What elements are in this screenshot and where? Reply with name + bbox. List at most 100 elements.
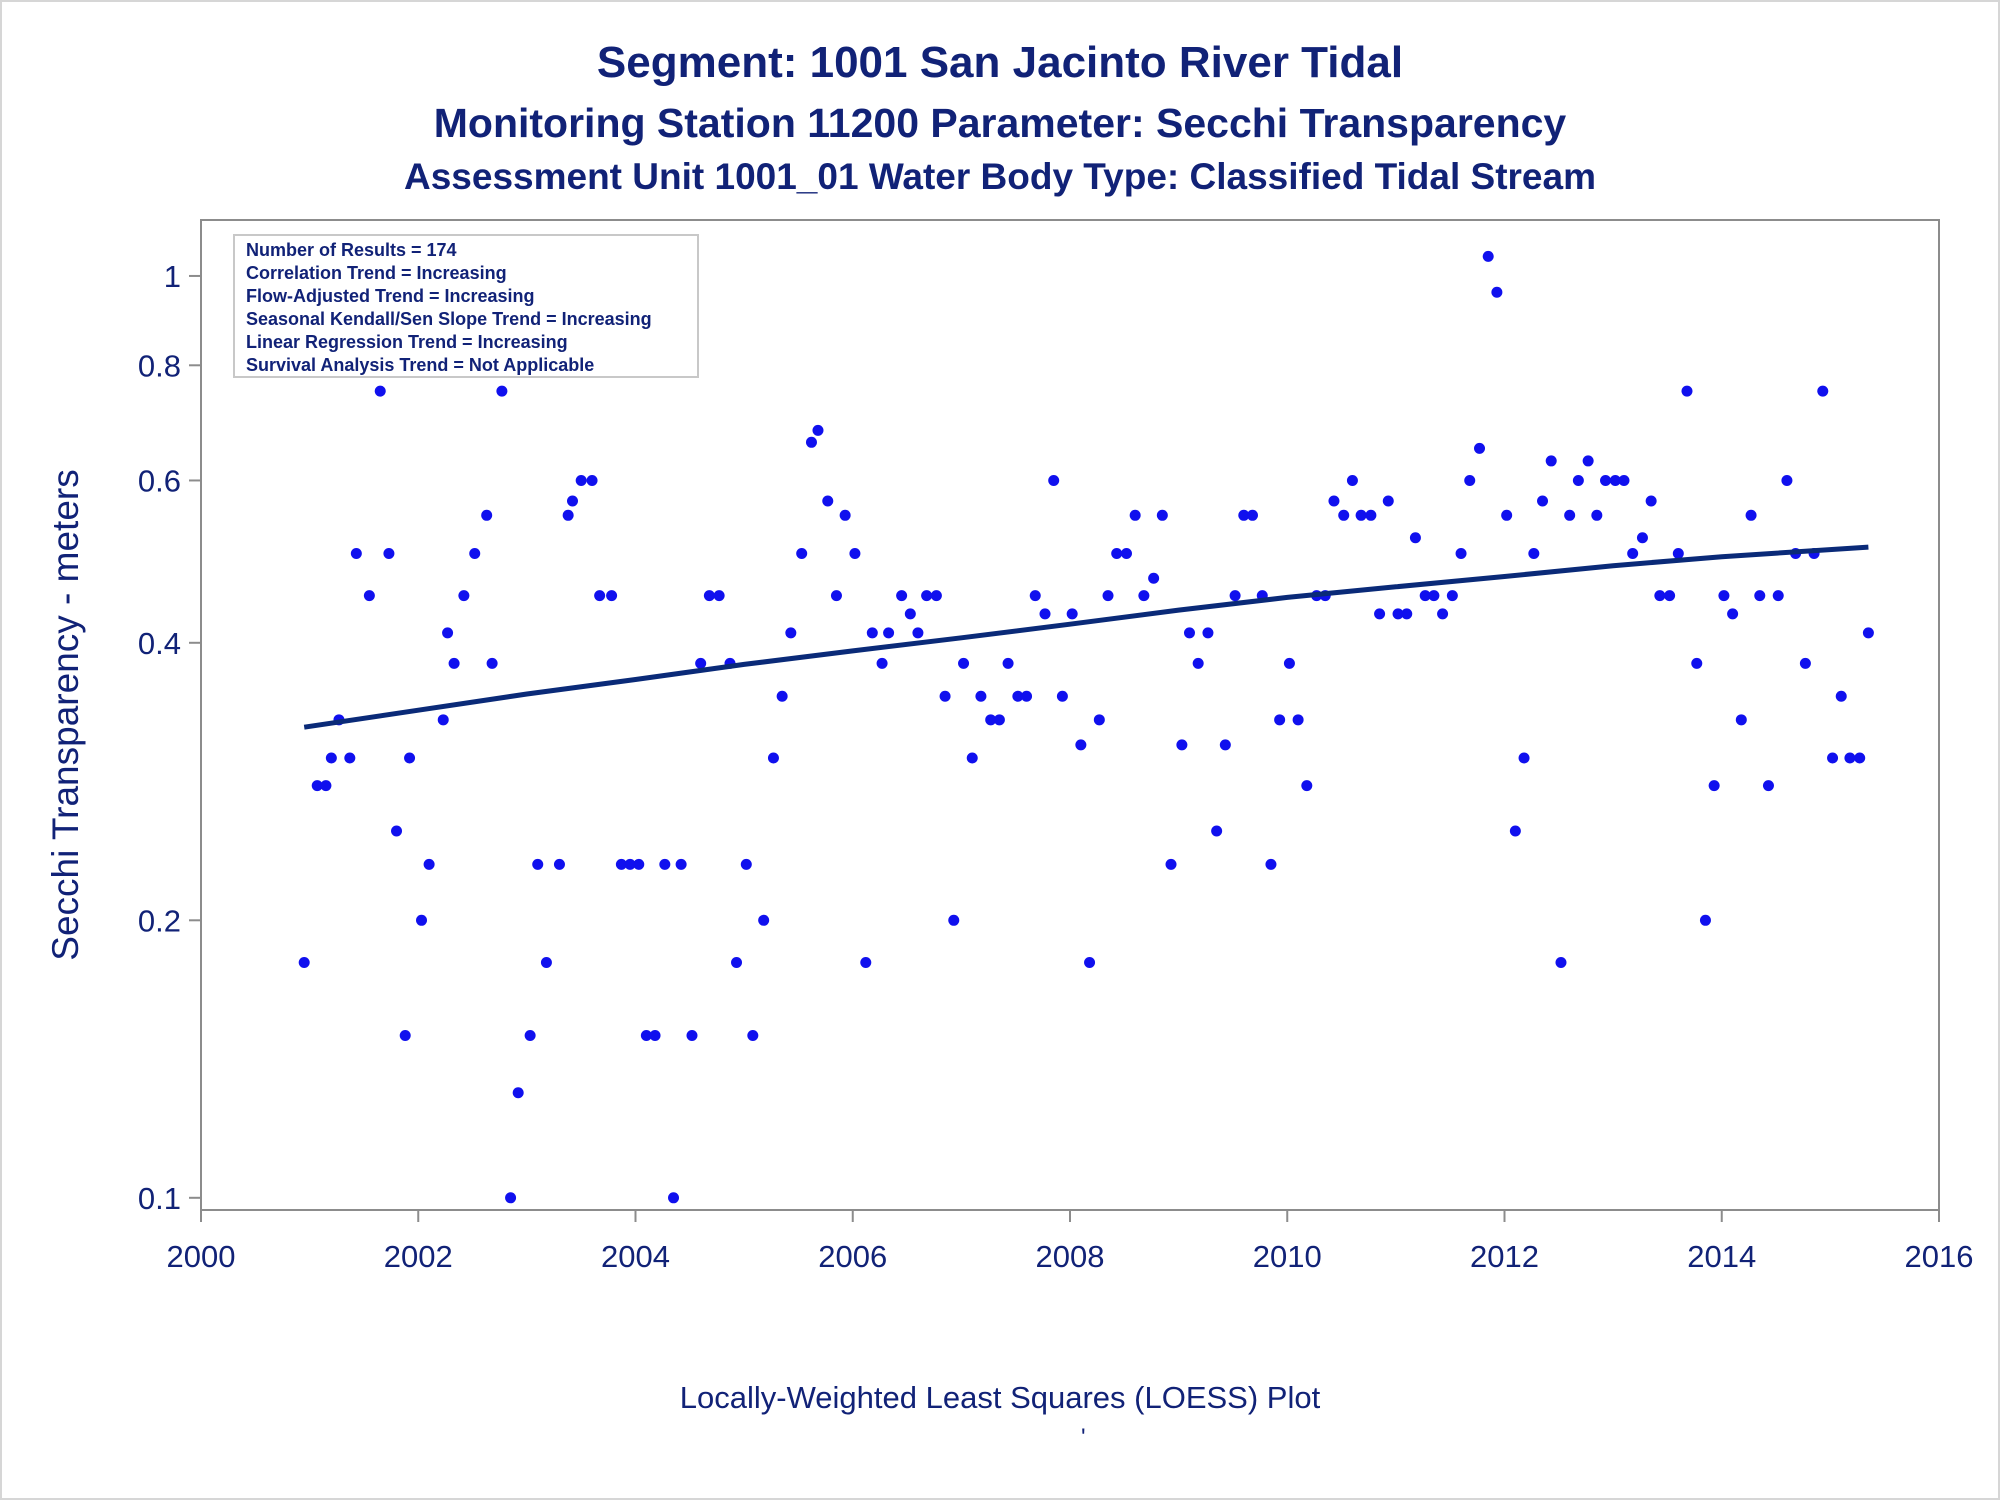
x-tick-label: 2016 <box>1905 1239 1974 1274</box>
data-point <box>1681 385 1693 397</box>
data-point <box>1148 572 1160 584</box>
data-point <box>849 547 861 559</box>
data-point <box>1039 608 1051 620</box>
data-point <box>458 590 470 602</box>
data-point <box>747 1029 759 1041</box>
data-point <box>512 1087 524 1099</box>
data-point <box>731 956 743 968</box>
data-point <box>866 627 878 639</box>
data-point <box>1021 690 1033 702</box>
data-point <box>524 1029 536 1041</box>
data-point <box>624 858 636 870</box>
data-point <box>1338 509 1350 521</box>
data-point <box>633 858 645 870</box>
data-point <box>615 858 627 870</box>
data-point <box>1645 495 1657 507</box>
data-point <box>649 1029 661 1041</box>
footnote: Locally-Weighted Least Squares (LOESS) P… <box>679 1380 1321 1415</box>
y-tick-label: 0.4 <box>138 626 181 661</box>
data-point <box>1265 858 1277 870</box>
data-point <box>1582 455 1594 467</box>
data-point <box>1409 532 1421 544</box>
data-point <box>1075 739 1087 751</box>
data-point <box>948 914 960 926</box>
x-tick-label: 2008 <box>1036 1239 1105 1274</box>
data-point <box>540 956 552 968</box>
data-point <box>912 627 924 639</box>
data-point <box>896 590 908 602</box>
data-point <box>740 858 752 870</box>
data-point <box>1781 474 1793 486</box>
data-point <box>399 1029 411 1041</box>
data-point <box>812 424 824 436</box>
data-point <box>930 590 942 602</box>
data-point <box>1365 509 1377 521</box>
y-tick-label: 0.1 <box>138 1181 181 1216</box>
data-point <box>562 509 574 521</box>
data-point <box>325 752 337 764</box>
y-tick-label: 0.6 <box>138 463 181 498</box>
data-point <box>586 474 598 486</box>
x-tick-label: 2006 <box>818 1239 887 1274</box>
data-point <box>822 495 834 507</box>
data-point <box>796 547 808 559</box>
data-point <box>298 956 310 968</box>
data-point <box>383 547 395 559</box>
data-point <box>1691 657 1703 669</box>
data-point <box>575 474 587 486</box>
data-point <box>659 858 671 870</box>
data-point <box>1002 657 1014 669</box>
data-point <box>1827 752 1839 764</box>
stats-box-border <box>233 234 699 378</box>
y-tick-label: 0.2 <box>138 903 181 938</box>
data-point <box>958 657 970 669</box>
data-point <box>566 495 578 507</box>
data-point <box>1654 590 1666 602</box>
data-point <box>1501 509 1513 521</box>
data-point <box>496 385 508 397</box>
data-point <box>1636 532 1648 544</box>
x-tick-label: 2014 <box>1687 1239 1756 1274</box>
data-point <box>1183 627 1195 639</box>
data-point <box>442 627 454 639</box>
data-point <box>686 1029 698 1041</box>
data-point <box>1545 455 1557 467</box>
data-point <box>1056 690 1068 702</box>
data-point <box>1246 509 1258 521</box>
data-point <box>311 780 323 792</box>
data-point <box>1664 590 1676 602</box>
data-point <box>1862 627 1874 639</box>
footnote-mark: ' <box>1081 1424 1086 1451</box>
data-point <box>1355 509 1367 521</box>
data-point <box>1537 495 1549 507</box>
data-point <box>1491 286 1503 298</box>
trend-line <box>303 544 1869 730</box>
data-point <box>1572 474 1584 486</box>
data-point <box>1754 590 1766 602</box>
data-point <box>1528 547 1540 559</box>
data-point <box>1392 608 1404 620</box>
data-point <box>1301 780 1313 792</box>
data-point <box>703 590 715 602</box>
data-point <box>939 690 951 702</box>
y-axis: 0.1 0.2 0.4 0.6 0.8 1 <box>138 259 201 1216</box>
data-point <box>1066 608 1078 620</box>
data-point <box>320 780 332 792</box>
data-point <box>1211 825 1223 837</box>
data-point <box>1482 250 1494 262</box>
x-axis: 2000 2002 2004 2006 2008 2010 2012 2014 2016 <box>167 1210 1974 1274</box>
x-tick-label: 2004 <box>601 1239 670 1274</box>
data-point <box>695 657 707 669</box>
data-point <box>640 1029 652 1041</box>
data-point <box>1120 547 1132 559</box>
data-point <box>1735 714 1747 726</box>
data-point <box>1699 914 1711 926</box>
data-point <box>505 1192 517 1204</box>
data-point <box>1129 509 1141 521</box>
data-point <box>1229 590 1241 602</box>
data-point <box>883 627 895 639</box>
data-point <box>1600 474 1612 486</box>
data-point <box>839 509 851 521</box>
data-point <box>1772 590 1784 602</box>
data-point <box>876 657 888 669</box>
